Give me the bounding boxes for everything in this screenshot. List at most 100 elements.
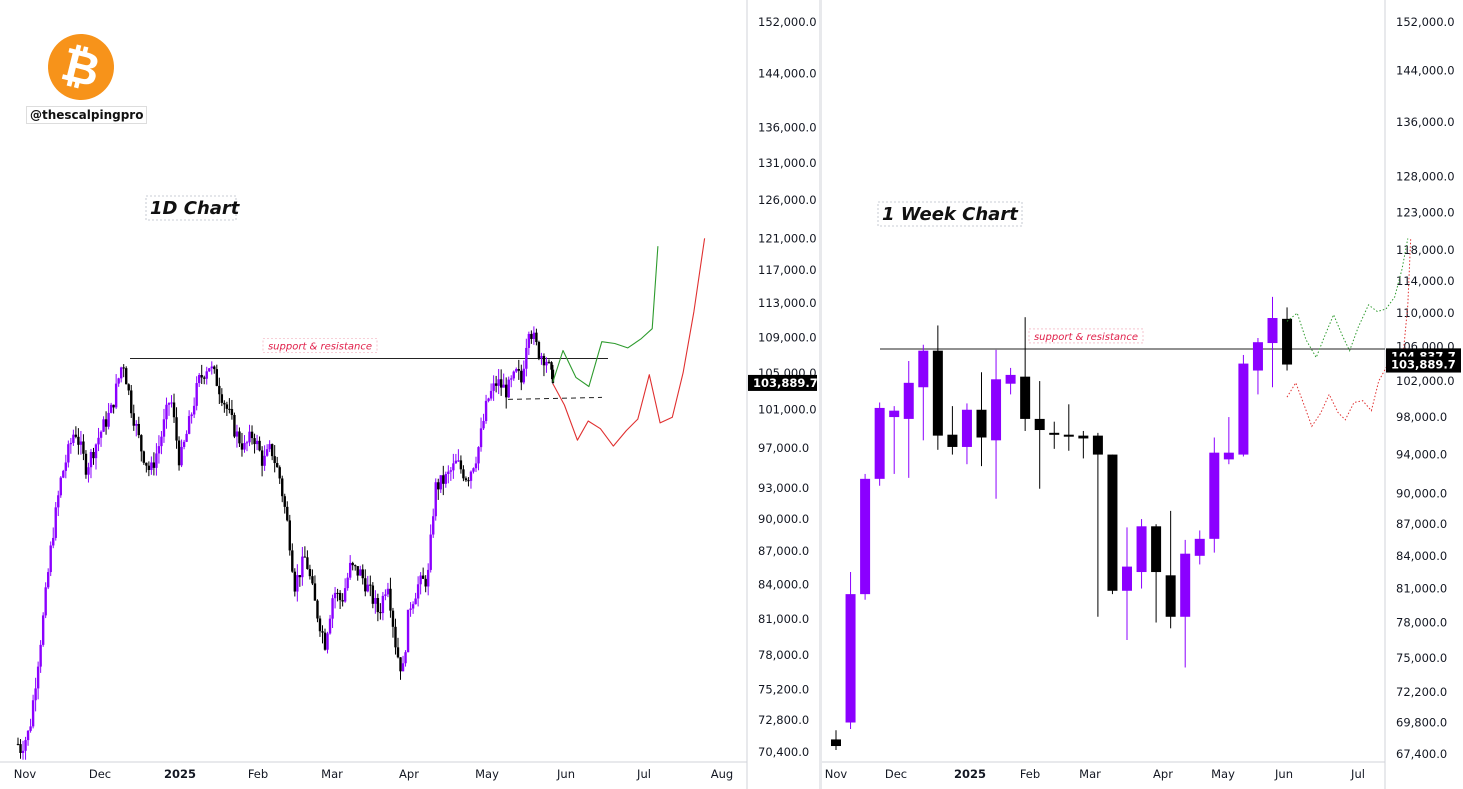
y-tick-label: 93,000.0: [758, 481, 809, 495]
x-tick-label: Apr: [399, 767, 419, 781]
candle-body: [439, 475, 442, 490]
candle-body: [860, 478, 871, 595]
candle-body: [281, 478, 284, 497]
candle-body: [517, 369, 520, 371]
candle-body: [258, 440, 261, 451]
candle-body: [547, 361, 551, 363]
chart-title-box: [145, 195, 237, 221]
candle-body: [401, 663, 405, 672]
candle-body: [474, 463, 478, 469]
candle-body: [429, 534, 432, 570]
candle-body: [109, 404, 113, 413]
candle-body: [205, 371, 208, 379]
candle-body: [419, 575, 422, 585]
candle-body: [190, 414, 193, 417]
y-tick-label: 84,000.0: [1396, 549, 1447, 563]
candle-body: [434, 482, 437, 517]
support-resistance-label-box: [1028, 328, 1144, 344]
y-tick-label: 75,200.0: [758, 682, 809, 696]
x-tick-label: Nov: [14, 767, 37, 781]
brand-logo: ₿ @thescalpingpro: [26, 26, 148, 126]
candle-body: [172, 402, 176, 418]
x-tick-label: Nov: [825, 767, 848, 781]
candle-body: [346, 577, 349, 589]
candle-body: [545, 361, 548, 366]
candle-body: [303, 556, 307, 558]
candle-body: [424, 578, 427, 587]
candle-body: [230, 409, 234, 415]
candle-body: [343, 588, 347, 602]
bearish-projection-path: [1286, 238, 1412, 428]
candle-body: [215, 369, 219, 386]
candle-body: [99, 431, 103, 438]
candle-body: [364, 578, 367, 592]
candle-body: [318, 618, 322, 632]
candle-body: [399, 657, 402, 672]
candle-body: [72, 434, 75, 443]
candle-body: [359, 569, 362, 576]
x-tick-label: Aug: [711, 767, 733, 781]
y-tick-label: 90,000.0: [1396, 487, 1447, 501]
candle-body: [444, 474, 448, 484]
candle-body: [275, 463, 279, 468]
candle-body: [976, 409, 987, 438]
candle-body: [1107, 454, 1118, 591]
candle-body: [454, 460, 458, 464]
candle-body: [102, 419, 105, 432]
candle-body: [308, 568, 312, 577]
last-price-tag-bg: [1386, 356, 1461, 373]
candle-body: [192, 405, 196, 415]
candle-body: [406, 609, 410, 653]
y-tick-label: 123,000.0: [1396, 206, 1455, 220]
candle-body: [505, 384, 508, 398]
bullish-projection-path: [552, 246, 659, 388]
y-tick-label: 78,000.0: [758, 648, 809, 662]
candle-body: [286, 506, 289, 521]
candle-body: [542, 355, 546, 366]
candle-body: [39, 644, 42, 667]
candle-body: [484, 400, 488, 421]
candle-body: [1063, 434, 1074, 437]
candle-body: [1209, 452, 1220, 539]
candle-body: [457, 460, 460, 462]
candle-body: [243, 443, 246, 450]
candle-body: [210, 366, 213, 369]
candle-body: [845, 594, 856, 723]
x-tick-label: Jun: [556, 767, 575, 781]
candle-body: [472, 468, 475, 472]
candle-body: [404, 652, 407, 664]
last-price-tag-label: 103,889.7: [1391, 358, 1456, 372]
candle-body: [351, 562, 354, 566]
candle-body: [462, 469, 465, 479]
candle-body: [540, 355, 543, 359]
candle-body: [336, 592, 339, 594]
candle-body: [122, 367, 125, 369]
candle-body: [1165, 575, 1176, 617]
candle-body: [97, 437, 100, 445]
candle-body: [273, 456, 276, 464]
candle-body: [155, 453, 158, 468]
candle-body: [235, 431, 239, 437]
candle-body: [384, 594, 387, 596]
candle-body: [82, 441, 85, 454]
candle-body: [21, 750, 25, 753]
candle-body: [49, 545, 52, 573]
candle-body: [1005, 374, 1016, 384]
candle-body: [265, 449, 269, 456]
candle-body: [253, 438, 256, 445]
y-tick-label: 75,000.0: [1396, 651, 1447, 665]
candle-body: [288, 520, 291, 551]
candle-body: [520, 370, 523, 383]
candle-body: [127, 384, 130, 391]
candle-body: [142, 451, 146, 463]
candle-body: [31, 700, 35, 727]
candle-body: [74, 434, 78, 437]
y-tick-label: 98,000.0: [1396, 410, 1447, 424]
bullish-projection-path: [1286, 238, 1409, 359]
x-tick-label: Jul: [1350, 767, 1365, 781]
candle-body: [301, 556, 304, 578]
chart-title: 1D Chart: [150, 198, 241, 219]
candle-body: [77, 436, 80, 445]
candle-body: [268, 444, 271, 450]
x-tick-label: May: [1211, 767, 1235, 781]
